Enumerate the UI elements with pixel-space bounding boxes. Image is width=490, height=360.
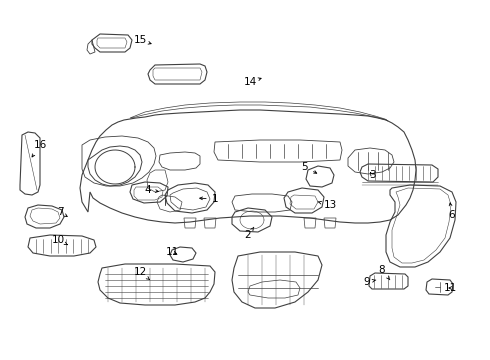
Text: 7: 7 xyxy=(57,207,67,217)
Text: 12: 12 xyxy=(133,267,149,280)
Text: 13: 13 xyxy=(318,200,337,210)
Text: 3: 3 xyxy=(368,170,375,180)
Text: 1: 1 xyxy=(200,194,219,204)
Text: 2: 2 xyxy=(245,227,254,240)
Text: 16: 16 xyxy=(32,140,47,157)
Text: 8: 8 xyxy=(379,265,390,280)
Text: 5: 5 xyxy=(302,162,317,173)
Text: 10: 10 xyxy=(51,235,68,245)
Text: 6: 6 xyxy=(449,203,455,220)
Text: 11: 11 xyxy=(166,247,179,257)
Text: 11: 11 xyxy=(443,283,457,293)
Text: 9: 9 xyxy=(364,277,376,287)
Text: 4: 4 xyxy=(145,185,158,195)
Text: 14: 14 xyxy=(244,77,261,87)
Text: 15: 15 xyxy=(133,35,151,45)
